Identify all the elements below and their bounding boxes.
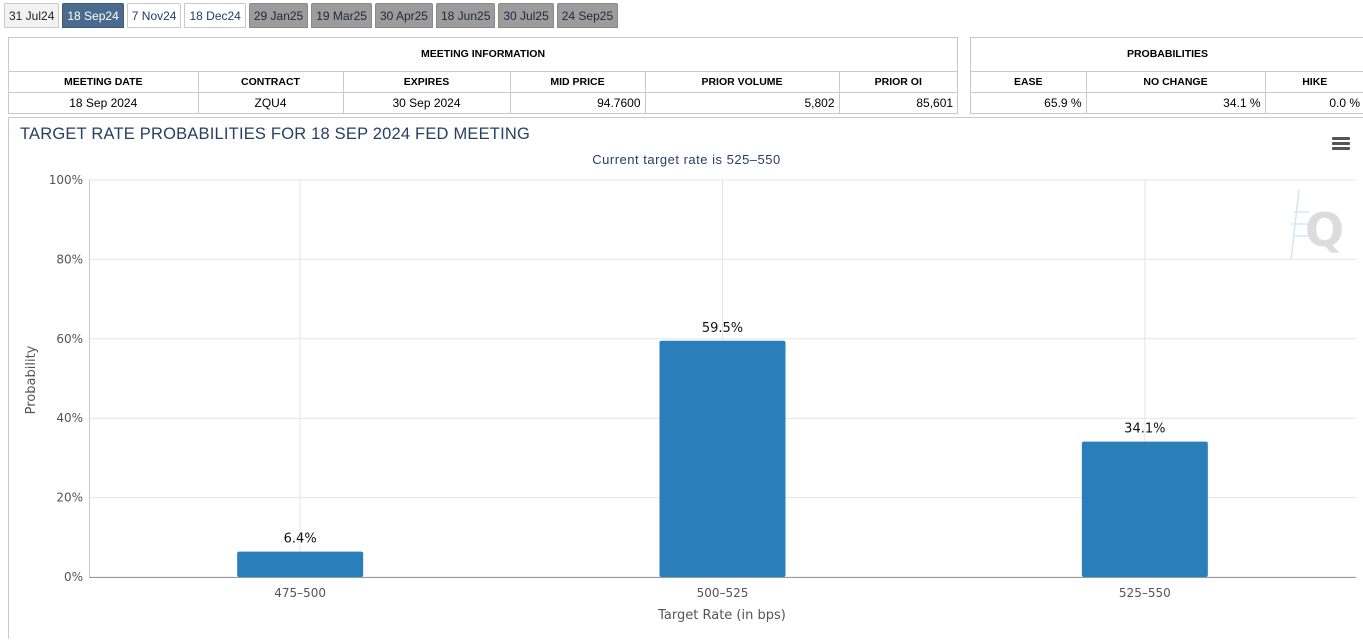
- svg-text:Q: Q: [1305, 203, 1344, 257]
- hike-header: HIKE: [1265, 71, 1363, 93]
- bar-2[interactable]: [659, 340, 786, 577]
- meeting-information-panel: MEETING INFORMATION MEETING DATE CONTRAC…: [8, 37, 958, 114]
- tab-19-mar25[interactable]: 19 Mar25: [311, 3, 372, 28]
- prior-volume-value: 5,802: [645, 92, 840, 113]
- chart-container: TARGET RATE PROBABILITIES FOR 18 SEP 202…: [8, 117, 1363, 639]
- meeting-tabs: 31 Jul24 18 Sep24 7 Nov24 18 Dec24 29 Jan25 1…: [4, 3, 621, 30]
- meeting-date-header: MEETING DATE: [9, 71, 199, 93]
- tab-29-jan25[interactable]: 29 Jan25: [248, 3, 309, 28]
- x-tick-label: 500–525: [697, 586, 749, 600]
- mid-price-header: MID PRICE: [510, 71, 646, 93]
- prior-oi-header: PRIOR OI: [839, 71, 958, 93]
- x-tick-label: 475–500: [274, 586, 326, 600]
- meeting-information-title: MEETING INFORMATION: [9, 38, 958, 72]
- y-tick-label: 60%: [56, 332, 83, 346]
- y-tick-label: 80%: [56, 252, 83, 266]
- tab-18-sep24[interactable]: 18 Sep24: [62, 3, 124, 28]
- tab-30-jul25[interactable]: 30 Jul25: [498, 3, 554, 28]
- tab-7-nov24[interactable]: 7 Nov24: [126, 3, 182, 28]
- chart-title: TARGET RATE PROBABILITIES FOR 18 SEP 202…: [20, 125, 531, 143]
- bar-3[interactable]: [1081, 441, 1208, 577]
- y-tick-label: 20%: [56, 491, 83, 505]
- data-label: 59.5%: [702, 321, 743, 336]
- prior-oi-value: 85,601: [916, 95, 954, 110]
- probabilities-title: PROBABILITIES: [971, 38, 1363, 72]
- data-label: 6.4%: [284, 532, 317, 547]
- hamburger-menu-icon[interactable]: [1332, 137, 1350, 151]
- tab-18-jun25[interactable]: 18 Jun25: [435, 3, 496, 28]
- tab-18-dec24[interactable]: 18 Dec24: [184, 3, 246, 28]
- hike-value: 0.0 %: [1329, 95, 1361, 110]
- tab-30-apr25[interactable]: 30 Apr25: [374, 3, 433, 28]
- chart-subtitle: Current target rate is 525–550: [592, 152, 781, 167]
- bar-chart: Q 0% 20% 40% 60% 80% 100% 6.4% 475–500 59.5% 500–…: [24, 173, 1356, 623]
- y-axis-label: Probability: [24, 345, 39, 414]
- no-change-header: NO CHANGE: [1086, 71, 1266, 93]
- mid-price-value: 94.7600: [510, 92, 646, 113]
- prior-volume-header: PRIOR VOLUME: [645, 71, 840, 93]
- y-tick-label: 40%: [56, 411, 83, 425]
- x-axis-label: Target Rate (in bps): [657, 608, 786, 623]
- y-tick-label: 0%: [64, 570, 83, 584]
- y-tick-label: 100%: [49, 173, 83, 187]
- x-tick-label: 525–550: [1119, 586, 1171, 600]
- bar-1[interactable]: [237, 551, 364, 577]
- contract-value: ZQU4: [198, 92, 344, 113]
- no-change-value: 34.1 %: [1086, 92, 1266, 113]
- ease-value: 65.9 %: [971, 92, 1087, 113]
- q-logo-icon: Q: [1290, 189, 1344, 261]
- contract-header: CONTRACT: [198, 71, 344, 93]
- tab-24-sep25[interactable]: 24 Sep25: [556, 3, 619, 28]
- ease-header: EASE: [971, 71, 1087, 93]
- meeting-date-value: 18 Sep 2024: [9, 92, 199, 113]
- probabilities-panel: PROBABILITIES EASE NO CHANGE HIKE 65.9 %…: [970, 37, 1363, 114]
- data-label: 34.1%: [1124, 422, 1165, 437]
- expires-header: EXPIRES: [343, 71, 511, 93]
- tab-31-jul24[interactable]: 31 Jul24: [4, 3, 60, 28]
- expires-value: 30 Sep 2024: [343, 92, 511, 113]
